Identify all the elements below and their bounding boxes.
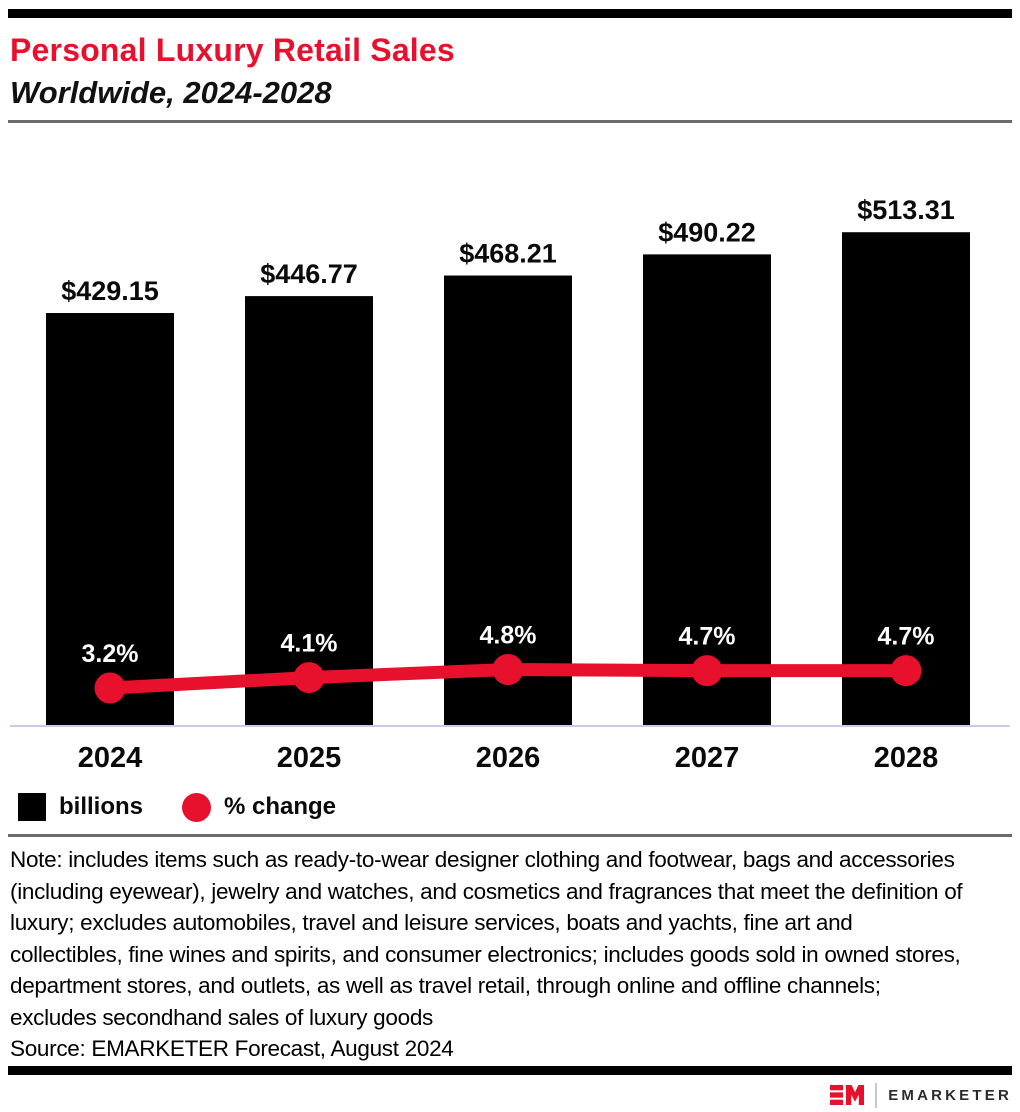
note-text: Note: includes items such as ready-to-we… [10, 847, 963, 1030]
footer: EMARKETER [8, 1082, 1012, 1109]
x-axis-label-2024: 2024 [78, 742, 143, 774]
emarketer-logo-icon [830, 1085, 865, 1105]
legend-divider [8, 834, 1012, 837]
pct-label-2024: 3.2% [82, 640, 139, 668]
pct-label-2026: 4.8% [480, 622, 537, 650]
top-accent-bar [8, 9, 1012, 18]
combo-chart: $429.15 $446.77 $468.21 $490.22 $513.31 3.2% 4… [8, 123, 1012, 788]
page-title: Personal Luxury Retail Sales [10, 32, 455, 68]
pct-label-2027: 4.7% [679, 623, 736, 651]
bar-2027 [643, 254, 771, 725]
bar-2025 [245, 296, 373, 725]
bar-2026 [444, 275, 572, 725]
chart-legend: billions % change [18, 792, 1012, 822]
x-axis-label-2025: 2025 [277, 742, 342, 774]
title-divider [8, 120, 1012, 123]
bar-value-label-2026: $468.21 [459, 239, 557, 269]
footer-accent-bar [8, 1065, 1012, 1075]
line-point-2025 [293, 662, 325, 694]
logo-divider [875, 1082, 878, 1108]
chart-canvas: $429.15 $446.77 $468.21 $490.22 $513.31 3.2% 4… [10, 195, 1010, 774]
x-axis-label-2028: 2028 [874, 742, 939, 774]
bar-value-label-2024: $429.15 [61, 276, 159, 306]
legend-swatch-pct-change [182, 792, 211, 822]
pct-label-2025: 4.1% [281, 630, 338, 658]
legend-label-pct-change: % change [224, 793, 337, 820]
bar-2024 [46, 313, 174, 725]
legend-swatch-billions [18, 793, 46, 821]
line-point-2027 [691, 655, 723, 687]
x-axis-label-2027: 2027 [675, 742, 740, 774]
pct-label-2028: 4.7% [878, 623, 935, 651]
line-point-2026 [492, 654, 524, 685]
line-point-2028 [890, 655, 922, 687]
line-point-2024 [94, 672, 126, 704]
bar-value-label-2028: $513.31 [857, 195, 955, 225]
legend-label-billions: billions [59, 793, 143, 820]
x-axis-label-2026: 2026 [476, 742, 541, 774]
page-subtitle: Worldwide, 2024-2028 [10, 75, 332, 110]
bar-value-label-2027: $490.22 [658, 217, 756, 247]
emarketer-wordmark: EMARKETER [888, 1086, 1012, 1104]
bar-2028 [842, 232, 970, 725]
source-text: Source: EMARKETER Forecast, August 2024 [10, 1036, 454, 1061]
bar-value-label-2025: $446.77 [260, 259, 358, 289]
